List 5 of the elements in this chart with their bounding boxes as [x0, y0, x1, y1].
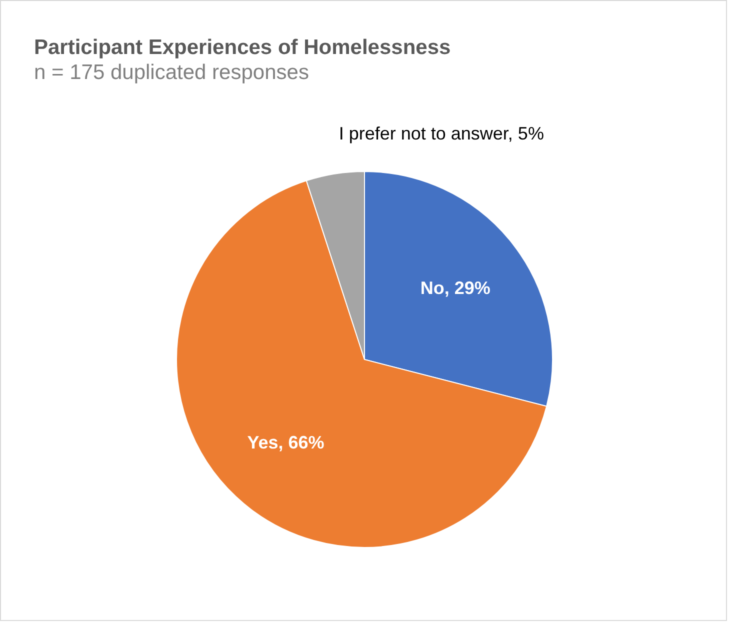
- slice-label: Yes, 66%: [247, 432, 324, 452]
- slice-label: I prefer not to answer, 5%: [338, 123, 544, 144]
- slice-label: No, 29%: [420, 278, 490, 298]
- chart-title: Participant Experiences of Homelessness: [34, 36, 451, 59]
- chart-subtitle: n = 175 duplicated responses: [34, 61, 309, 84]
